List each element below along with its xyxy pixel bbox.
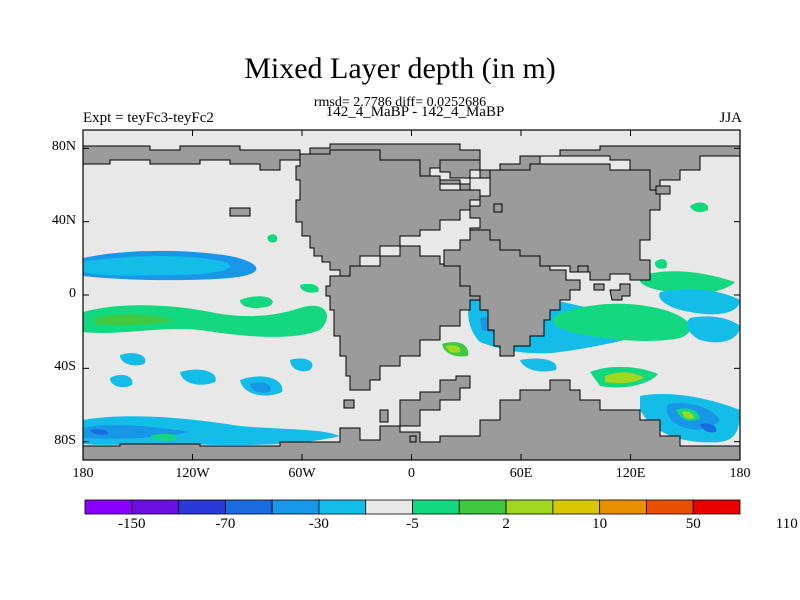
colorbar-box [505, 499, 554, 515]
contour-region [300, 283, 319, 293]
contour-region [682, 411, 694, 419]
colorbar-label: -150 [118, 516, 146, 532]
land-island [343, 399, 355, 409]
anomaly-contours [83, 143, 740, 460]
contour-region [654, 259, 668, 269]
colorbar-label: 110 [775, 516, 798, 532]
contour-region [290, 358, 313, 372]
land-island [379, 409, 389, 423]
y-tick-label: 80N [51, 139, 76, 155]
colorbar-box [178, 499, 226, 515]
contour-region [240, 296, 273, 308]
contour-region [520, 358, 557, 372]
colorbar-label: -70 [215, 516, 236, 532]
land-island [655, 185, 671, 195]
season-label: JJA [719, 110, 742, 126]
land-australia [609, 283, 631, 301]
contour-region [690, 202, 709, 213]
contour-region [687, 316, 740, 343]
x-tick-label: 0 [408, 466, 415, 481]
land-island [593, 283, 605, 291]
contour-region [95, 314, 175, 326]
contour-region [180, 369, 216, 385]
contour-region [605, 372, 644, 384]
contour-region [552, 303, 691, 341]
land-island [409, 435, 417, 443]
map-ticks [82, 130, 741, 460]
x-tick-label: 120W [175, 466, 210, 481]
land-masses [83, 143, 740, 460]
x-tick-label: 60W [288, 466, 316, 481]
land-antarctic-peninsula [399, 375, 471, 427]
colorbar-label: 50 [685, 516, 701, 532]
contour-region [267, 234, 278, 243]
land-greenland [439, 159, 481, 179]
colorbar-label: -30 [308, 516, 329, 532]
contour-region [250, 382, 271, 393]
land-antarctica [83, 379, 740, 460]
contour-region [83, 305, 328, 337]
colorbar-box [271, 499, 320, 515]
land-island [577, 265, 589, 273]
contour-region [700, 423, 717, 433]
colorbar [84, 499, 741, 515]
contour-region [83, 416, 340, 446]
colorbar-box [318, 499, 367, 515]
colorbar-box [646, 499, 694, 515]
land-africa [443, 229, 581, 357]
contour-region [83, 256, 230, 276]
colorbar-box [131, 499, 179, 515]
colorbar-label: 10 [592, 516, 608, 532]
colorbar-box [552, 499, 601, 515]
case-label: 142_4_MaBP - 142_4_MaBP [325, 104, 505, 120]
colorbar-box [365, 499, 413, 515]
colorbar-box [692, 499, 741, 515]
contour-region [120, 353, 146, 366]
contour-region [639, 271, 735, 294]
chart-title: Mixed Layer depth (in m) [244, 52, 556, 85]
colorbar-box [599, 499, 647, 515]
contour-region [446, 345, 461, 353]
colorbar-box [412, 499, 460, 515]
y-tick-label: 0 [69, 286, 76, 301]
contour-region [110, 374, 133, 388]
colorbar-label: -5 [406, 516, 419, 532]
colorbar-box [224, 499, 273, 515]
colorbar-box [84, 499, 133, 515]
y-tick-label: 40S [54, 359, 76, 375]
colorbar-label: 2 [502, 516, 510, 532]
experiment-label: Expt = teyFc3-teyFc2 [83, 110, 214, 126]
land-north-america [295, 149, 481, 277]
contour-region [150, 433, 177, 441]
y-tick-label: 40N [51, 212, 76, 228]
y-tick-label: 80S [54, 432, 76, 448]
colorbar-box [458, 499, 507, 515]
contour-region [90, 429, 109, 435]
x-tick-label: 60E [509, 466, 533, 481]
land-south-america [325, 245, 481, 391]
x-tick-label: 120E [615, 466, 646, 481]
contour-region [659, 289, 740, 315]
x-tick-label: 180 [72, 466, 94, 481]
stats-label: rmsd= 2.7786 diff= 0.0252686 [313, 95, 487, 110]
land-island [493, 203, 503, 213]
land-island [229, 207, 251, 217]
x-tick-label: 180 [729, 466, 751, 481]
